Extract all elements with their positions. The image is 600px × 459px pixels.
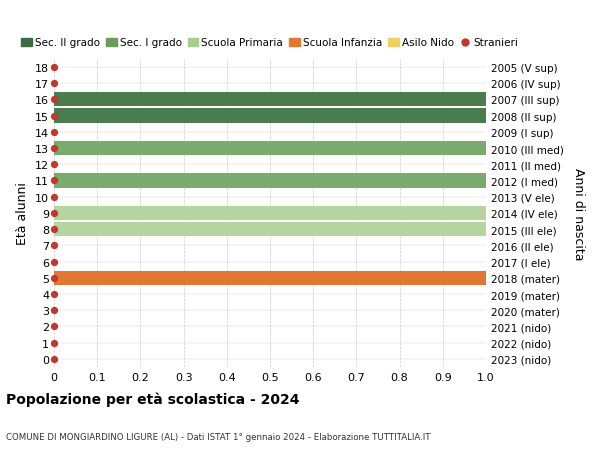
Point: [49, 112, 59, 120]
Point: [49, 307, 59, 314]
Y-axis label: Anni di nascita: Anni di nascita: [572, 167, 585, 260]
Point: [49, 80, 59, 88]
Point: [49, 339, 59, 347]
Point: [49, 323, 59, 330]
Point: [49, 210, 59, 217]
Point: [49, 291, 59, 298]
Text: Popolazione per età scolastica - 2024: Popolazione per età scolastica - 2024: [6, 392, 299, 406]
Point: [49, 96, 59, 104]
Point: [49, 64, 59, 72]
Bar: [54, 206, 486, 221]
Bar: [54, 141, 486, 156]
Bar: [54, 93, 486, 107]
Point: [49, 177, 59, 185]
Point: [49, 161, 59, 168]
Legend: Sec. II grado, Sec. I grado, Scuola Primaria, Scuola Infanzia, Asilo Nido, Stran: Sec. II grado, Sec. I grado, Scuola Prim…: [22, 39, 518, 48]
Point: [49, 242, 59, 250]
Y-axis label: Età alunni: Età alunni: [16, 182, 29, 245]
Point: [49, 145, 59, 152]
Bar: [54, 174, 486, 188]
Bar: [54, 271, 486, 285]
Point: [49, 194, 59, 201]
Bar: [54, 109, 486, 123]
Point: [49, 274, 59, 282]
Point: [49, 355, 59, 363]
Bar: [54, 223, 486, 237]
Point: [49, 129, 59, 136]
Text: COMUNE DI MONGIARDINO LIGURE (AL) - Dati ISTAT 1° gennaio 2024 - Elaborazione TU: COMUNE DI MONGIARDINO LIGURE (AL) - Dati…: [6, 431, 431, 441]
Point: [49, 226, 59, 233]
Point: [49, 258, 59, 266]
